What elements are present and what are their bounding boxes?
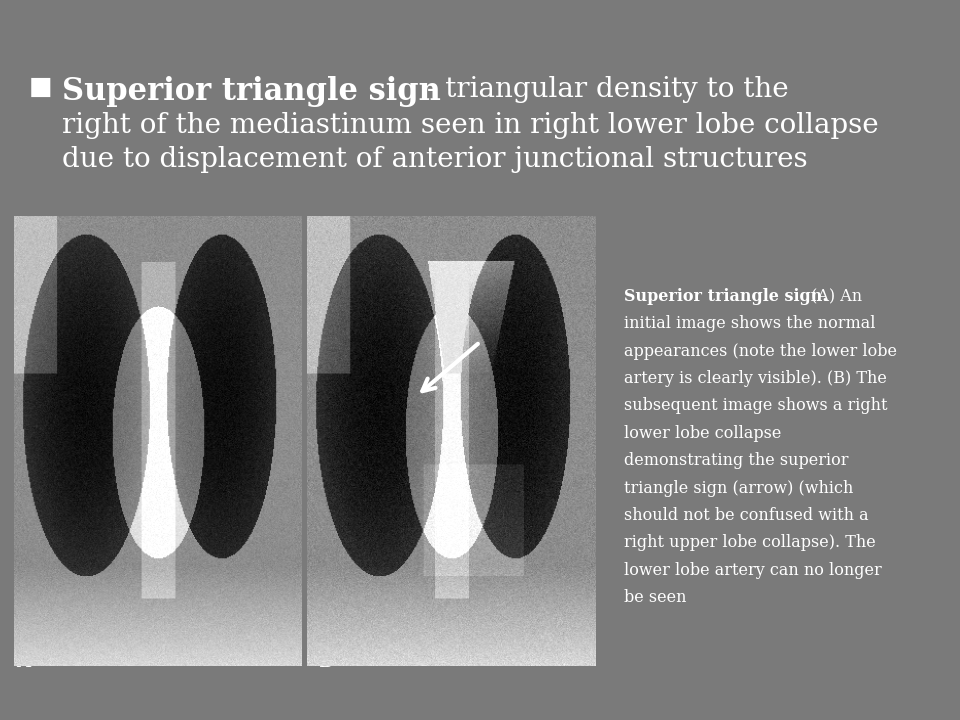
Text: right of the mediastinum seen in right lower lobe collapse: right of the mediastinum seen in right l…: [62, 112, 879, 138]
Text: B: B: [319, 653, 333, 671]
Text: (A) An: (A) An: [806, 288, 862, 305]
Text: A: A: [16, 653, 31, 671]
Text: right upper lobe collapse). The: right upper lobe collapse). The: [624, 534, 876, 552]
Text: should not be confused with a: should not be confused with a: [624, 507, 869, 524]
Text: artery is clearly visible). (B) The: artery is clearly visible). (B) The: [624, 370, 887, 387]
Text: subsequent image shows a right: subsequent image shows a right: [624, 397, 887, 415]
Text: - triangular density to the: - triangular density to the: [418, 76, 788, 102]
Text: initial image shows the normal: initial image shows the normal: [624, 315, 876, 333]
Text: Superior triangle sign.: Superior triangle sign.: [624, 288, 828, 305]
Text: be seen: be seen: [624, 589, 686, 606]
Text: lower lobe artery can no longer: lower lobe artery can no longer: [624, 562, 881, 579]
Text: appearances (note the lower lobe: appearances (note the lower lobe: [624, 343, 897, 360]
Text: demonstrating the superior: demonstrating the superior: [624, 452, 849, 469]
Text: ■: ■: [29, 76, 53, 99]
Text: due to displacement of anterior junctional structures: due to displacement of anterior junction…: [62, 146, 808, 173]
Text: triangle sign (arrow) (which: triangle sign (arrow) (which: [624, 480, 853, 497]
Text: lower lobe collapse: lower lobe collapse: [624, 425, 781, 442]
Text: Superior triangle sign: Superior triangle sign: [62, 76, 442, 107]
